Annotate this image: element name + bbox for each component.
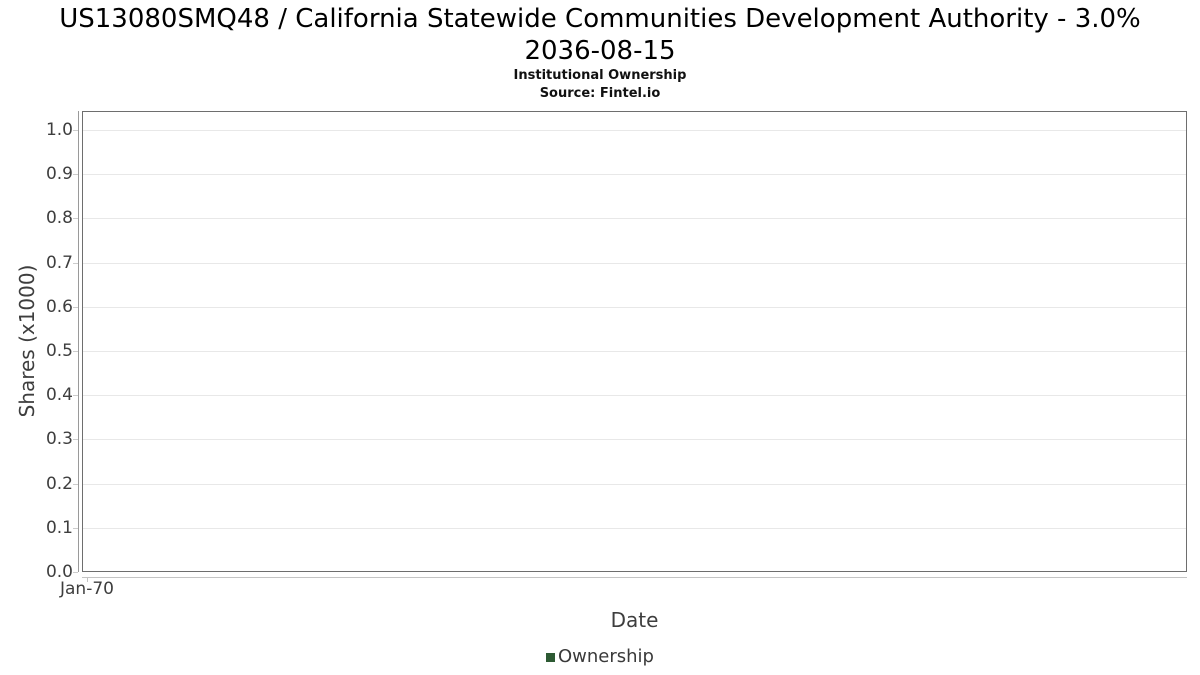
legend-label: Ownership	[558, 646, 654, 667]
y-tick-mark	[73, 484, 78, 485]
y-tick-label: 0.6	[45, 297, 73, 317]
x-tick-label: Jan-70	[60, 579, 114, 599]
y-tick-label: 1.0	[45, 120, 73, 140]
y-tick-label: 0.3	[45, 429, 73, 449]
y-tick-mark	[73, 572, 78, 573]
legend-swatch	[546, 653, 555, 662]
x-axis-label: Date	[610, 608, 659, 632]
chart-subtitle: Institutional Ownership	[513, 68, 687, 83]
y-tick-label: 0.0	[45, 562, 73, 582]
y-tick-mark	[73, 174, 78, 175]
y-tick-mark	[73, 307, 78, 308]
y-gridline	[83, 439, 1186, 440]
y-tick-label: 0.4	[45, 385, 73, 405]
y-tick-label: 0.1	[45, 518, 73, 538]
y-tick-mark	[73, 263, 78, 264]
y-gridline	[83, 528, 1186, 529]
y-gridline	[83, 351, 1186, 352]
y-gridline	[83, 218, 1186, 219]
y-gridline	[83, 395, 1186, 396]
y-tick-mark	[73, 395, 78, 396]
y-gridline	[83, 130, 1186, 131]
y-gridline	[83, 484, 1186, 485]
y-tick-label: 0.9	[45, 164, 73, 184]
y-tick-mark	[73, 528, 78, 529]
y-gridline	[83, 174, 1186, 175]
chart-title-line2: 2036-08-15	[524, 36, 676, 66]
chart-source: Source: Fintel.io	[539, 86, 661, 101]
y-tick-label: 0.2	[45, 474, 73, 494]
x-tick-mark	[87, 577, 88, 582]
plot-area	[82, 111, 1187, 572]
y-gridline	[83, 263, 1186, 264]
y-tick-label: 0.7	[45, 253, 73, 273]
y-gridline	[83, 307, 1186, 308]
y-tick-mark	[73, 130, 78, 131]
y-tick-label: 0.8	[45, 208, 73, 228]
y-tick-mark	[73, 439, 78, 440]
x-axis-line	[82, 577, 1187, 578]
y-tick-mark	[73, 351, 78, 352]
y-tick-label: 0.5	[45, 341, 73, 361]
y-tick-mark	[73, 218, 78, 219]
chart-title-line1: US13080SMQ48 / California Statewide Comm…	[59, 4, 1141, 34]
legend-item-ownership[interactable]: Ownership	[546, 646, 654, 667]
y-axis-line	[78, 111, 79, 572]
legend: Ownership	[0, 646, 1200, 667]
